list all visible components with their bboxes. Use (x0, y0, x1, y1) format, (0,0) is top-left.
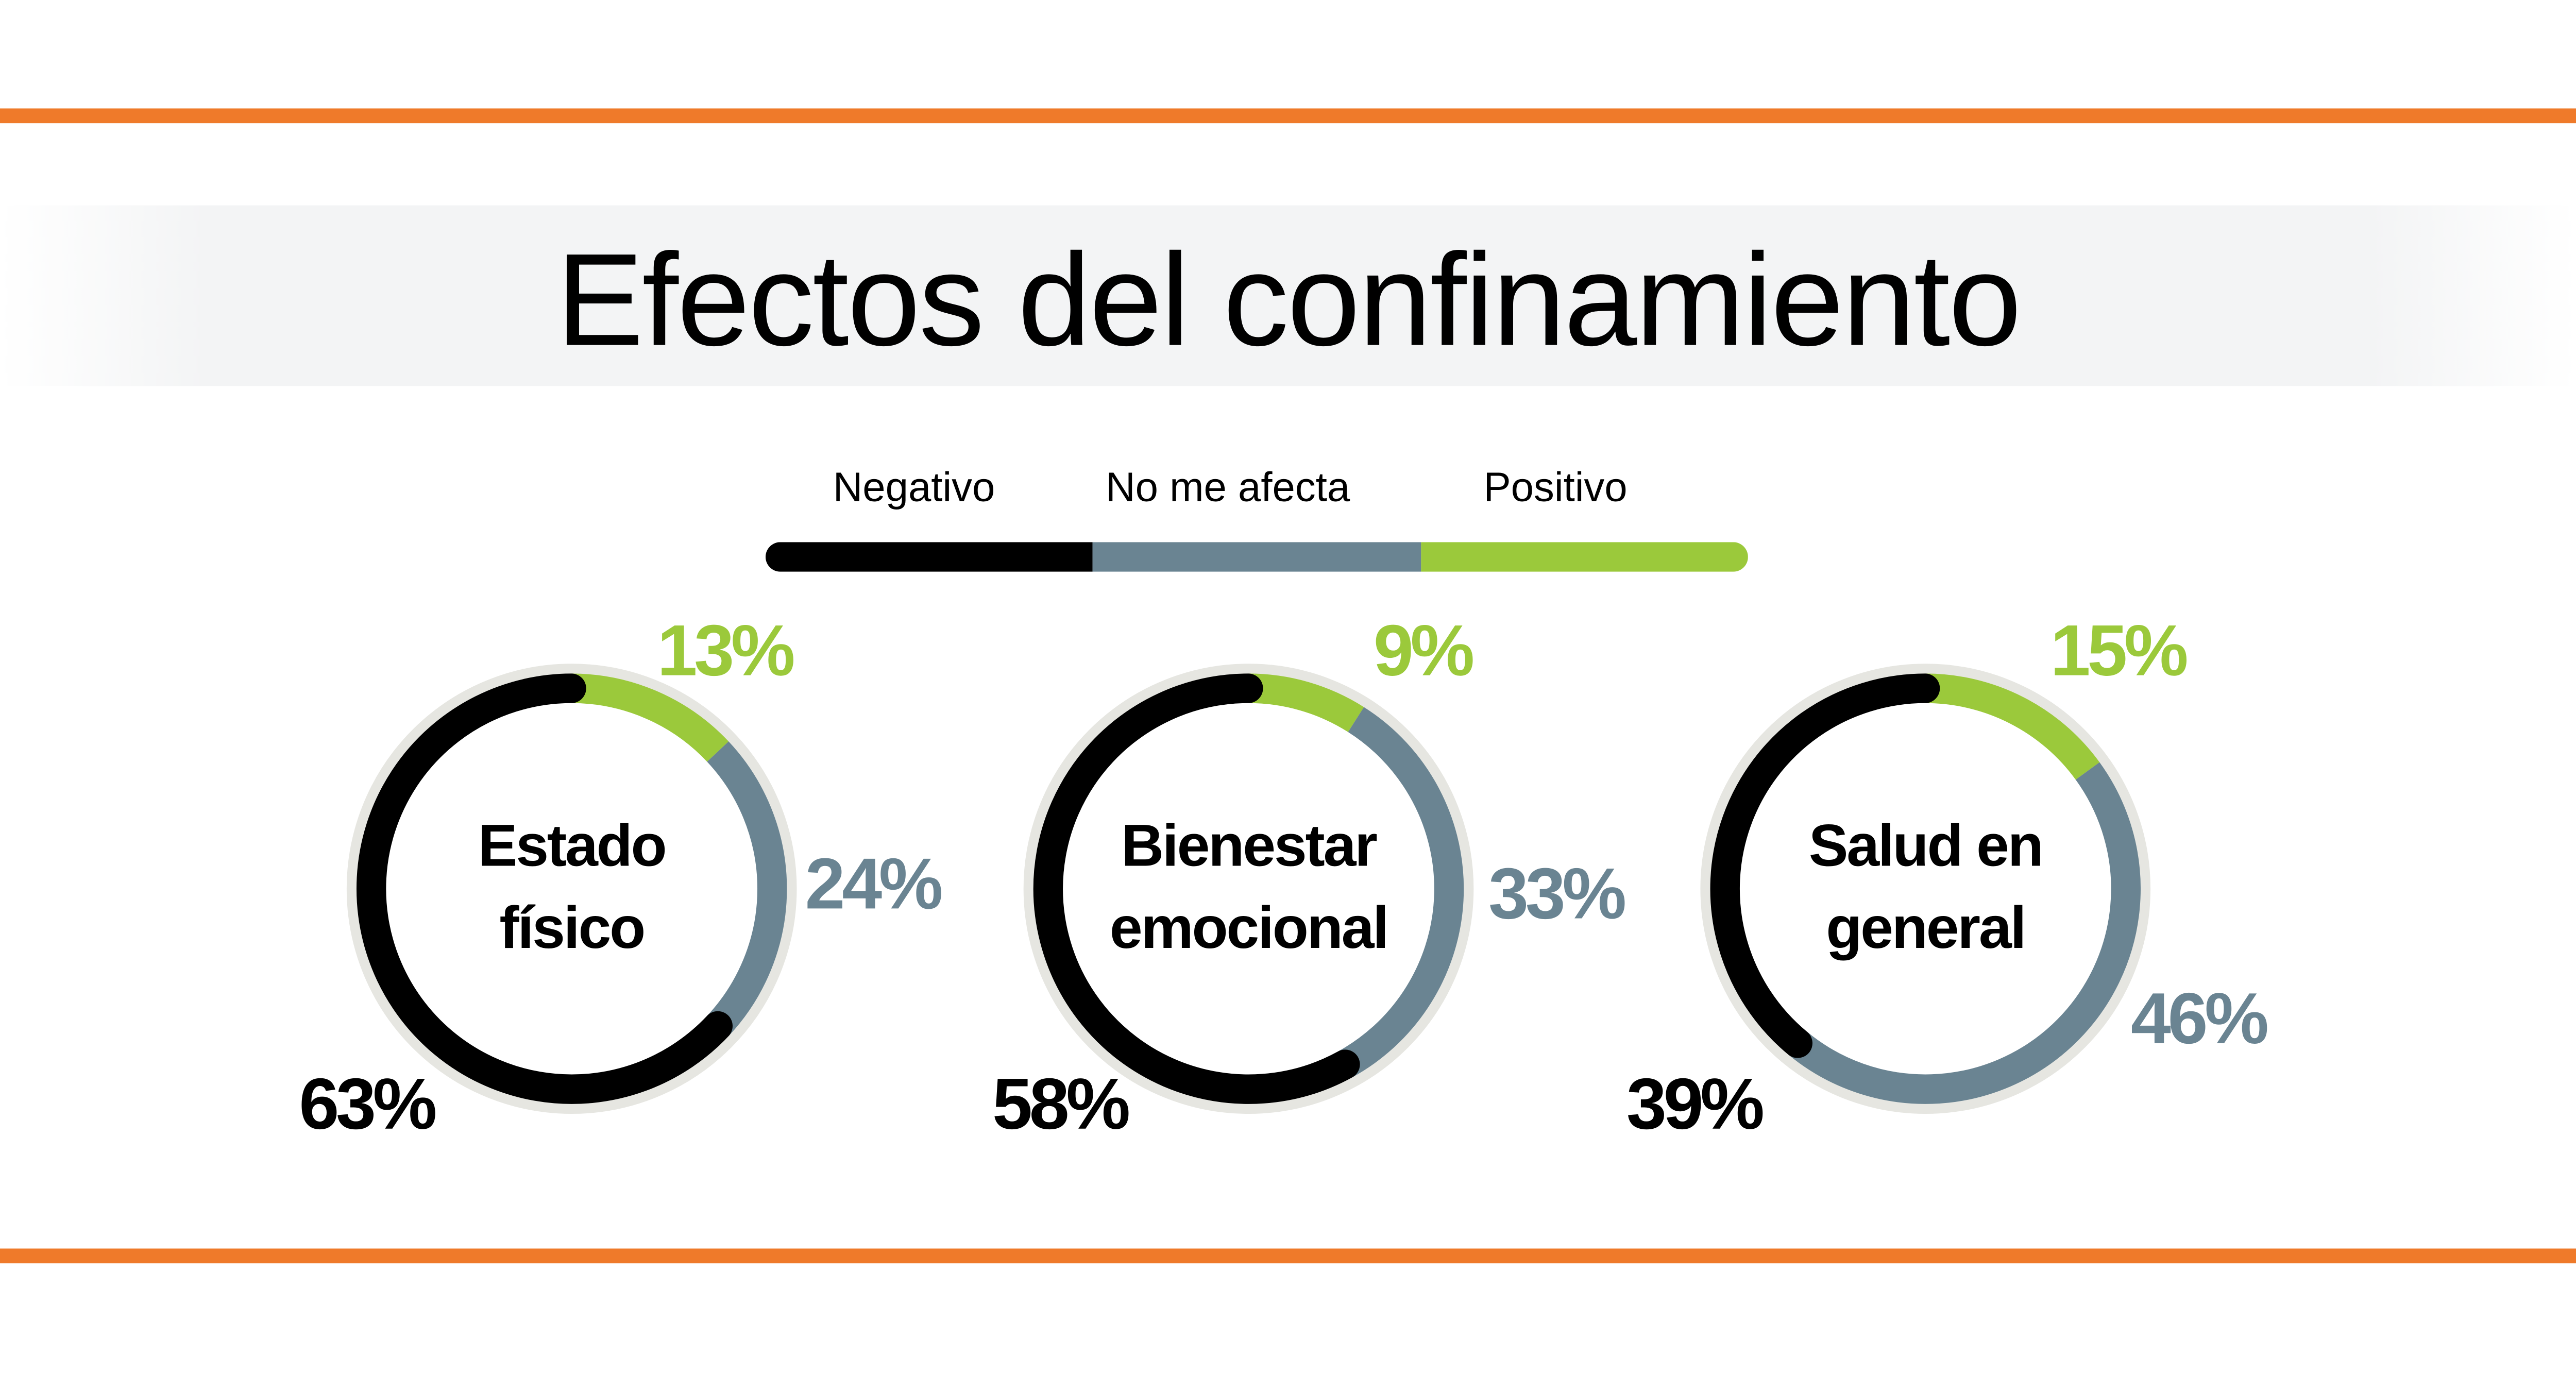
donut-2-positive-value: 9% (1373, 611, 1475, 692)
donut-2-label-line1: Bienestar (1121, 811, 1378, 879)
donut-3-positive-arc (1925, 673, 2100, 780)
donut-2-label-line2: emocional (1109, 893, 1389, 961)
donut-2-negative-arc (1033, 673, 1360, 1104)
legend-swatch-negativo (765, 542, 1093, 572)
donut-3-neutral-arc (1788, 762, 2141, 1104)
donut-1-label-line1: Estado (478, 811, 667, 879)
legend-negativo: Negativo (833, 465, 995, 511)
legend-positivo: Positivo (1483, 465, 1628, 511)
donut-3-label: Salud en general (1745, 805, 2107, 970)
legend-bar (765, 542, 1748, 572)
donut-1-outer-ring (346, 664, 797, 1114)
title-band (0, 205, 2576, 386)
donut-3-negative-arc (1710, 673, 1940, 1058)
donut-3-positive-value: 15% (2050, 611, 2189, 692)
donut-1-neutral-arc (707, 741, 787, 1037)
legend-swatch-no-me-afecta (1093, 542, 1421, 572)
legend-no-me-afecta: No me afecta (1106, 465, 1350, 511)
donut-3-outer-ring (1700, 664, 2151, 1114)
donut-2-negative-value: 58% (992, 1064, 1130, 1145)
donut-3-negative-value: 39% (1626, 1064, 1765, 1145)
donut-1-label-line2: físico (499, 893, 646, 961)
donut-1-neutral-value: 24% (805, 844, 943, 925)
donut-3-neutral-value: 46% (2130, 979, 2269, 1060)
page-title: Efectos del confinamiento (556, 227, 2022, 373)
legend-swatch-positivo (1420, 542, 1748, 572)
donut-2-outer-ring (1023, 664, 1474, 1114)
donut-2-label: Bienestar emocional (1068, 805, 1430, 970)
top-orange-rule (0, 108, 2576, 124)
donut-3-label-line1: Salud en (1808, 811, 2044, 879)
bottom-orange-rule (0, 1248, 2576, 1264)
donut-3-label-line2: general (1826, 893, 2026, 961)
donut-2-neutral-value: 33% (1488, 854, 1626, 935)
donut-1-label: Estado físico (391, 805, 753, 970)
donut-2-neutral-arc (1338, 707, 1464, 1078)
donut-1-negative-arc (356, 673, 733, 1104)
donut-1-positive-value: 13% (657, 611, 795, 692)
donut-1-negative-value: 63% (299, 1064, 437, 1145)
donut-1-positive-arc (571, 673, 729, 762)
